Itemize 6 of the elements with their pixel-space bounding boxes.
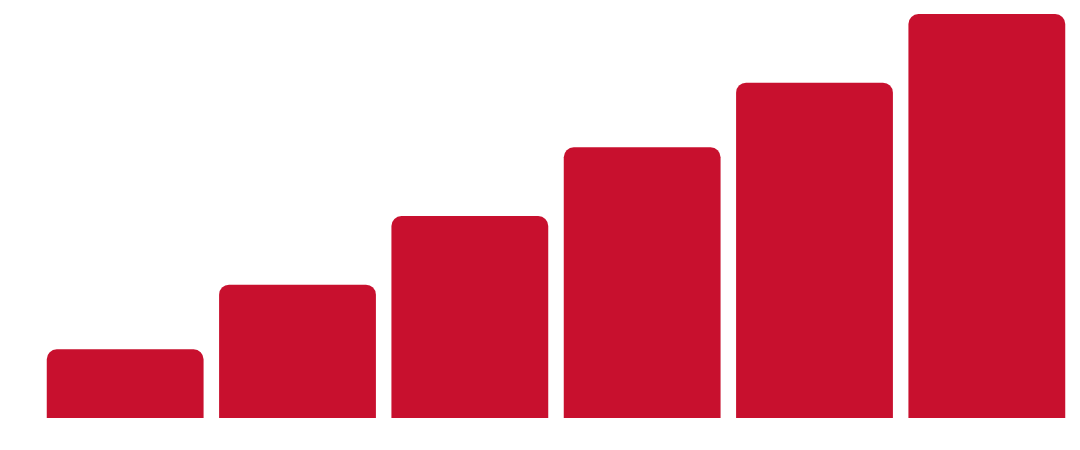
bar <box>908 14 1066 418</box>
bar <box>563 147 721 418</box>
bar <box>736 82 893 418</box>
bar <box>391 216 549 418</box>
bar <box>219 284 376 418</box>
bar <box>46 349 204 418</box>
